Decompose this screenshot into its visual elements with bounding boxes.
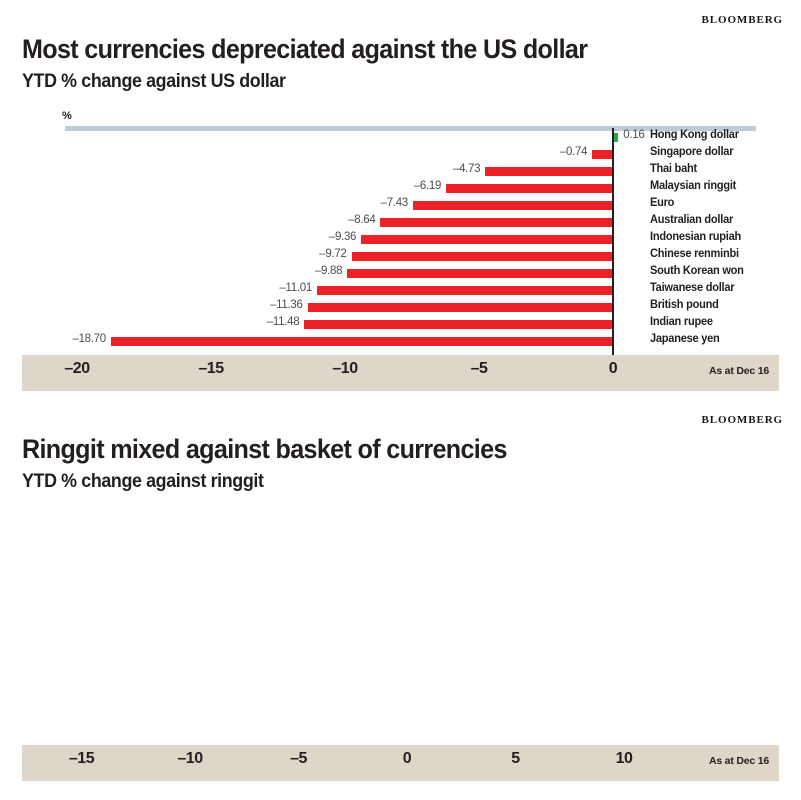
bar-negative <box>110 337 612 346</box>
bar-row: –9.88 South Korean won <box>0 265 801 283</box>
axis-tick-label: 5 <box>511 750 520 767</box>
bar-row: –11.01 Taiwanese dollar <box>0 282 801 300</box>
bar-value-label: –9.88 <box>314 265 343 277</box>
category-label: Thai baht <box>650 163 697 175</box>
bar-value-label: –18.70 <box>72 333 106 345</box>
axis-tick-label: –10 <box>177 750 203 767</box>
bar-value-label: –11.01 <box>279 282 312 294</box>
category-label: Taiwanese dollar <box>650 282 735 294</box>
bar-rows: 0.16 Hong Kong dollar –0.74 Singapore dolla… <box>0 129 801 351</box>
category-label: British pound <box>650 299 719 311</box>
axis-tick-label: 0 <box>608 360 618 377</box>
category-label: Euro <box>650 197 675 209</box>
axis-tick-label: 0 <box>402 750 412 767</box>
bar-row: –8.64 Australian dollar <box>0 214 801 232</box>
page-subtitle: YTD % change against ringgit <box>22 471 264 492</box>
bar-row: –18.70 Japanese yen <box>0 333 801 351</box>
bar-row: –11.36 British pound <box>0 299 801 317</box>
as-at-note: As at Dec 16 <box>708 365 769 377</box>
chart-panel-usd: BLOOMBERG Most currencies depreciated ag… <box>0 14 801 391</box>
category-label: Hong Kong dollar <box>650 129 739 141</box>
bar-negative <box>361 235 612 244</box>
bar-positive <box>614 133 619 142</box>
bar-row: 0.16 Hong Kong dollar <box>0 129 801 147</box>
bar-row: –9.72 Chinese renminbi <box>0 248 801 266</box>
chart-panel-ringgit: BLOOMBERG Ringgit mixed against basket o… <box>0 400 801 800</box>
bar-row: –11.48 Indian rupee <box>0 316 801 334</box>
bar-negative <box>316 286 612 295</box>
axis-tick-label: –15 <box>198 360 224 377</box>
category-label: Malaysian ringgit <box>650 180 737 192</box>
zero-axis-line <box>612 128 614 355</box>
x-axis-band: As at Dec 16 –15 –10 –5 0 5 10 <box>22 745 779 781</box>
bar-negative <box>485 167 612 176</box>
bar-value-label: –6.19 <box>413 180 442 192</box>
bar-value-label: –9.36 <box>328 231 357 243</box>
axis-tick-label: –10 <box>332 360 358 377</box>
bar-negative <box>307 303 612 312</box>
category-label: Chinese renminbi <box>650 248 739 260</box>
bar-value-label: –9.72 <box>319 248 347 260</box>
category-label: Japanese yen <box>650 333 720 345</box>
bar-row: –9.36 Indonesian rupiah <box>0 231 801 249</box>
axis-tick-label: –5 <box>290 750 307 767</box>
bar-value-label: –0.74 <box>559 146 588 158</box>
bloomberg-logo: BLOOMBERG <box>701 14 783 26</box>
bar-negative <box>380 218 612 227</box>
bar-row: –7.43 Euro <box>0 197 801 215</box>
bar-value-label: –4.73 <box>452 163 481 175</box>
category-label: Indonesian rupiah <box>650 231 742 243</box>
bar-row: –4.73 Thai baht <box>0 163 801 181</box>
category-label: Australian dollar <box>650 214 734 226</box>
bar-negative <box>412 201 612 210</box>
bar-negative <box>351 252 612 261</box>
page-subtitle: YTD % change against US dollar <box>22 71 286 92</box>
bloomberg-logo: BLOOMBERG <box>701 414 783 426</box>
page-title: Most currencies depreciated against the … <box>22 34 588 64</box>
unit-label: % <box>62 110 72 122</box>
bar-value-label: –11.36 <box>270 299 303 311</box>
axis-tick-label: –20 <box>64 360 90 377</box>
as-at-note: As at Dec 16 <box>708 755 769 767</box>
bar-value-label: –8.64 <box>348 214 376 226</box>
category-label: South Korean won <box>650 265 744 277</box>
plot-area-usd: % 0.16 Hong Kong dollar –0.74 Singapore dol… <box>0 110 801 355</box>
top-rule <box>65 126 756 131</box>
axis-tick-label: 10 <box>615 750 633 767</box>
bar-negative <box>347 269 612 278</box>
x-axis-band: As at Dec 16 –20 –15 –10 –5 0 <box>22 355 779 391</box>
bar-negative <box>592 150 612 159</box>
bar-negative <box>446 184 612 193</box>
bar-value-label: –11.48 <box>266 316 300 328</box>
bar-row: –0.74 Singapore dollar <box>0 146 801 164</box>
bar-row: –6.19 Malaysian ringgit <box>0 180 801 198</box>
category-label: Singapore dollar <box>650 146 734 158</box>
page-title: Ringgit mixed against basket of currenci… <box>22 434 507 464</box>
bar-negative <box>304 320 612 329</box>
axis-tick-label: –5 <box>470 360 488 377</box>
bar-value-label: –7.43 <box>380 197 409 209</box>
axis-tick-label: –15 <box>68 750 95 767</box>
category-label: Indian rupee <box>650 316 713 328</box>
bar-value-label: 0.16 <box>623 129 645 141</box>
